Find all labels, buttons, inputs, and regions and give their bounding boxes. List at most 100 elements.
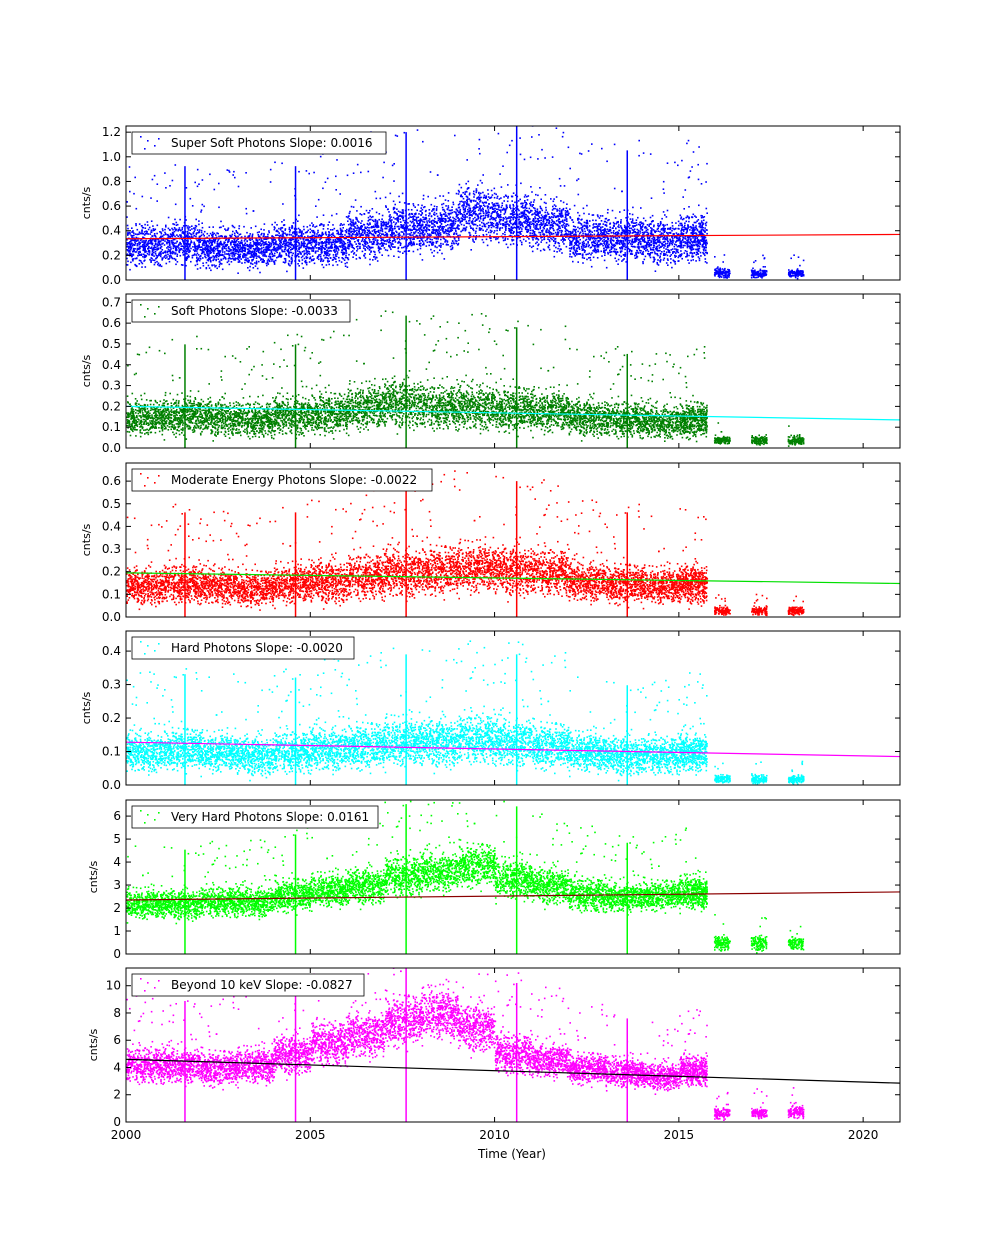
data-point [326, 260, 329, 262]
data-point [127, 232, 129, 235]
data-point [196, 246, 198, 248]
data-point [418, 227, 420, 230]
data-point [309, 236, 311, 238]
data-point [249, 246, 251, 249]
data-point [297, 235, 300, 237]
data-point [284, 229, 286, 231]
data-point [452, 216, 454, 219]
data-point [549, 231, 552, 234]
data-point [171, 252, 174, 254]
data-point [462, 214, 464, 217]
data-point [296, 245, 298, 247]
data-point [364, 232, 366, 235]
data-point [512, 218, 515, 221]
data-point [174, 228, 177, 231]
data-point [504, 194, 507, 197]
data-point [514, 201, 516, 204]
data-point [456, 240, 458, 242]
data-point [521, 222, 523, 224]
data-point [345, 231, 348, 234]
data-point [196, 185, 199, 188]
data-point [171, 243, 174, 245]
data-point [384, 249, 387, 251]
data-point [540, 207, 543, 210]
data-point [358, 229, 360, 231]
data-point [397, 247, 399, 250]
data-point [473, 211, 476, 213]
data-point [422, 242, 425, 244]
data-point [400, 242, 402, 245]
data-point [340, 238, 342, 240]
data-point [396, 135, 399, 137]
data-point [457, 204, 460, 206]
data-point [348, 218, 351, 220]
data-point [465, 222, 468, 224]
data-point [250, 247, 252, 250]
data-point [283, 250, 286, 253]
data-point [254, 241, 256, 244]
data-point [464, 207, 467, 210]
data-point [507, 223, 509, 225]
data-point [368, 245, 371, 248]
data-point [156, 224, 159, 227]
data-point [461, 217, 464, 220]
data-point [377, 249, 380, 252]
data-point [283, 240, 286, 243]
data-point [347, 241, 349, 244]
data-point [449, 209, 452, 212]
data-point [331, 214, 333, 217]
data-point [429, 212, 431, 214]
data-point [134, 233, 137, 235]
data-point [364, 249, 367, 251]
data-point [478, 197, 480, 199]
data-point [421, 212, 424, 215]
data-point [420, 232, 422, 234]
data-point [553, 212, 556, 215]
data-point [421, 244, 424, 246]
data-point [476, 225, 479, 227]
data-point [479, 152, 481, 155]
data-point [194, 264, 197, 267]
data-point [545, 224, 548, 226]
data-point [483, 217, 485, 220]
data-point [360, 232, 363, 235]
data-point [512, 213, 515, 216]
data-point [332, 256, 335, 259]
data-point [199, 240, 201, 242]
data-point [473, 199, 475, 202]
data-point [402, 216, 405, 219]
data-point [417, 223, 420, 225]
data-point [481, 182, 483, 184]
data-point [517, 225, 520, 228]
data-point [178, 243, 180, 246]
data-point [367, 235, 370, 237]
data-point [195, 235, 197, 238]
data-point [547, 231, 549, 233]
data-point [456, 225, 459, 227]
data-point [248, 259, 250, 262]
data-point [513, 226, 516, 229]
data-point [439, 232, 442, 234]
data-point [154, 238, 156, 241]
data-point [151, 239, 154, 241]
data-point [159, 240, 162, 243]
data-point [442, 243, 444, 245]
data-point [419, 221, 421, 224]
data-point [155, 254, 158, 257]
data-point [203, 239, 206, 242]
data-point [181, 226, 184, 229]
data-point [303, 250, 305, 252]
data-point [227, 253, 229, 255]
data-point [409, 238, 412, 240]
data-point [505, 229, 507, 231]
data-point [140, 239, 142, 242]
data-point [545, 219, 548, 221]
data-point [364, 242, 366, 244]
data-point [418, 229, 420, 231]
data-point [152, 228, 155, 230]
data-point [412, 218, 414, 221]
data-point [271, 235, 274, 237]
data-point [561, 212, 563, 215]
data-point [285, 241, 287, 243]
data-point [169, 257, 171, 259]
